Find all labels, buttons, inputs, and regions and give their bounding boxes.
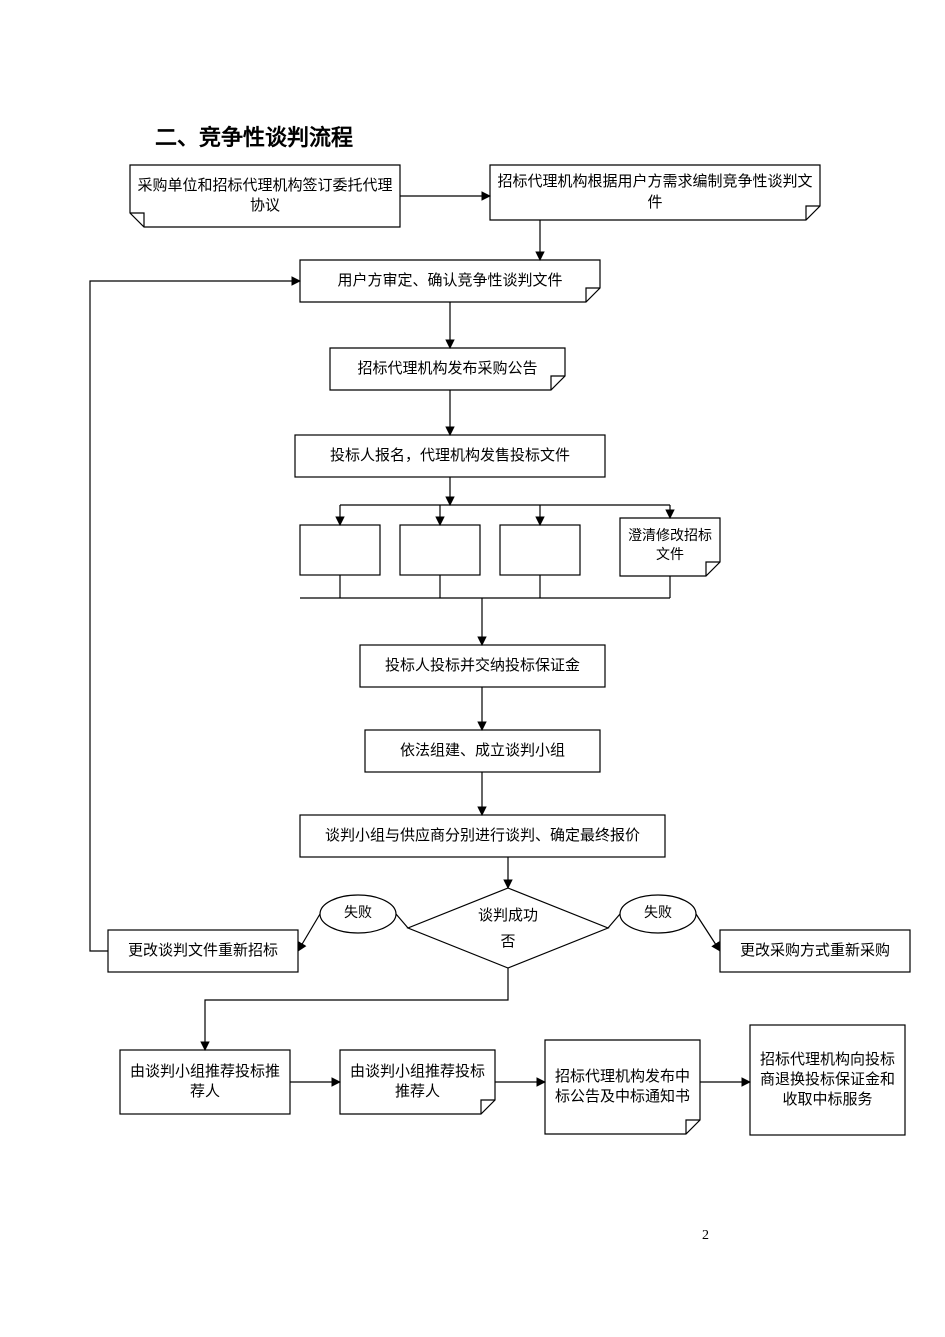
- flowchart-page: 二、竞争性谈判流程 2 采购单位和招标代理机构签订委托代理协议 招标代理机构根据用户方…: [0, 0, 945, 1337]
- node-n6b: [400, 525, 480, 575]
- edge: [298, 914, 320, 951]
- node-n10: 更改谈判文件重新招标: [108, 930, 298, 972]
- node-n15: 招标代理机构向投标商退换投标保证金和收取中标服务: [750, 1025, 905, 1135]
- node-n13: 由谈判小组推荐投标推荐人: [340, 1050, 495, 1114]
- node-n6a: [300, 525, 380, 575]
- node-fail2: 失败: [620, 895, 696, 933]
- edge: [90, 281, 300, 951]
- node-fail1: 失败: [320, 895, 396, 933]
- edge: [608, 914, 620, 928]
- node-n5: 投标人报名，代理机构发售投标文件: [295, 435, 605, 477]
- node-n14: 招标代理机构发布中标公告及中标通知书: [545, 1040, 700, 1134]
- node-n7: 投标人投标并交纳投标保证金: [360, 645, 605, 687]
- edge: [696, 914, 720, 951]
- node-dec-top: 谈判成功: [408, 902, 608, 930]
- edge: [396, 914, 408, 928]
- node-n11: 更改采购方式重新采购: [720, 930, 910, 972]
- page-title: 二、竞争性谈判流程: [155, 120, 353, 152]
- node-n6c: [500, 525, 580, 575]
- edge: [205, 968, 508, 1050]
- node-n2: 招标代理机构根据用户方需求编制竞争性谈判文件: [490, 165, 820, 220]
- node-n1: 采购单位和招标代理机构签订委托代理协议: [130, 165, 400, 227]
- node-n6d: 澄清修改招标文件: [620, 518, 720, 576]
- node-n3: 用户方审定、确认竞争性谈判文件: [300, 260, 600, 302]
- node-n9: 谈判小组与供应商分别进行谈判、确定最终报价: [300, 815, 665, 857]
- node-n8: 依法组建、成立谈判小组: [365, 730, 600, 772]
- page-number: 2: [702, 1228, 709, 1244]
- node-n4: 招标代理机构发布采购公告: [330, 348, 565, 390]
- node-n12: 由谈判小组推荐投标推荐人: [120, 1050, 290, 1114]
- node-dec-bottom: 否: [408, 928, 608, 956]
